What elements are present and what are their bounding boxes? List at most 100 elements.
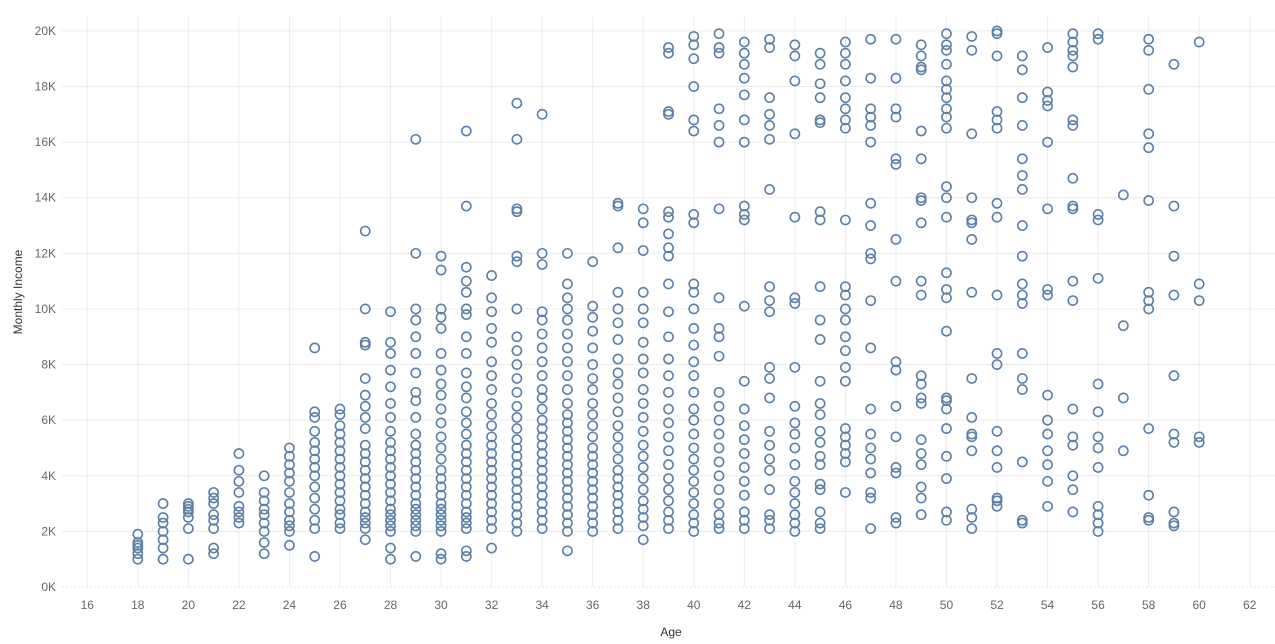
data-point xyxy=(435,250,447,262)
data-point xyxy=(486,384,498,395)
data-point xyxy=(764,120,775,131)
data-point xyxy=(688,53,700,65)
data-point xyxy=(612,473,624,484)
data-point xyxy=(562,425,573,437)
data-point xyxy=(258,470,270,482)
data-point xyxy=(511,203,523,215)
data-point xyxy=(966,192,978,204)
data-point xyxy=(1016,297,1028,309)
data-point xyxy=(562,467,573,479)
data-point xyxy=(562,484,573,496)
data-point xyxy=(1067,403,1079,415)
data-point xyxy=(536,414,548,426)
data-point xyxy=(309,437,321,448)
data-point xyxy=(511,386,523,398)
data-point xyxy=(814,409,826,421)
data-point xyxy=(890,72,902,84)
data-point xyxy=(941,58,952,70)
data-point xyxy=(309,462,321,473)
data-point xyxy=(1016,373,1028,384)
data-point xyxy=(587,509,599,521)
data-point xyxy=(233,448,245,459)
y-tick-label: 2K xyxy=(41,524,56,538)
data-point xyxy=(1067,114,1079,126)
data-point xyxy=(688,386,700,398)
data-point xyxy=(359,473,371,484)
data-point xyxy=(941,267,952,279)
data-point xyxy=(359,423,371,434)
data-point xyxy=(865,403,877,415)
data-point xyxy=(486,409,498,421)
data-point xyxy=(587,384,599,395)
data-point xyxy=(814,484,826,496)
data-point xyxy=(1067,61,1079,73)
data-point xyxy=(385,487,396,498)
data-point xyxy=(536,423,548,434)
data-point xyxy=(688,323,700,334)
data-point xyxy=(738,375,750,387)
data-point xyxy=(663,506,674,518)
data-point xyxy=(587,450,599,462)
data-point xyxy=(587,431,599,443)
data-point xyxy=(1042,389,1053,401)
data-point xyxy=(941,292,952,304)
data-point xyxy=(486,464,498,476)
data-point xyxy=(738,114,750,126)
data-point xyxy=(713,498,725,509)
data-point xyxy=(460,381,472,393)
data-point xyxy=(1016,50,1028,62)
data-point xyxy=(208,487,220,498)
x-tick-label: 38 xyxy=(637,598,651,612)
data-point xyxy=(284,467,295,479)
data-point xyxy=(359,439,371,451)
data-point xyxy=(941,192,952,204)
data-point xyxy=(1016,348,1028,359)
data-point xyxy=(890,103,902,115)
data-point xyxy=(663,206,674,218)
data-point xyxy=(991,500,1003,512)
data-point xyxy=(157,517,169,529)
data-point xyxy=(359,489,371,501)
data-point xyxy=(738,489,750,501)
data-point xyxy=(410,473,422,484)
data-point xyxy=(587,409,599,421)
data-point xyxy=(941,92,952,104)
data-point xyxy=(1092,442,1104,454)
data-point xyxy=(839,281,851,293)
data-point xyxy=(865,295,877,307)
data-point xyxy=(814,459,826,471)
data-point xyxy=(915,289,927,301)
data-point xyxy=(334,420,346,432)
data-point xyxy=(385,520,396,532)
data-point xyxy=(915,378,927,390)
data-point xyxy=(1042,414,1053,426)
data-point xyxy=(915,398,927,409)
data-point xyxy=(587,459,599,471)
data-point xyxy=(865,453,877,465)
data-point xyxy=(208,492,220,504)
x-axis-title: Age xyxy=(660,625,682,639)
data-point xyxy=(182,523,194,535)
data-point xyxy=(1016,153,1028,165)
data-point xyxy=(991,348,1003,359)
data-point xyxy=(562,517,573,529)
data-point xyxy=(637,203,649,215)
data-point xyxy=(1193,295,1205,307)
data-point xyxy=(764,92,775,104)
data-point xyxy=(865,120,877,131)
data-point xyxy=(410,395,422,407)
data-point xyxy=(764,108,775,120)
data-point xyxy=(966,523,978,535)
data-point xyxy=(536,108,548,120)
data-point xyxy=(612,523,624,535)
data-point xyxy=(410,481,422,493)
data-point xyxy=(562,314,573,326)
data-point xyxy=(941,403,952,415)
data-point xyxy=(460,348,472,359)
data-point xyxy=(460,392,472,404)
data-point xyxy=(865,220,877,231)
data-point xyxy=(410,503,422,515)
data-point xyxy=(764,281,775,293)
data-point xyxy=(536,448,548,459)
data-point xyxy=(511,492,523,504)
